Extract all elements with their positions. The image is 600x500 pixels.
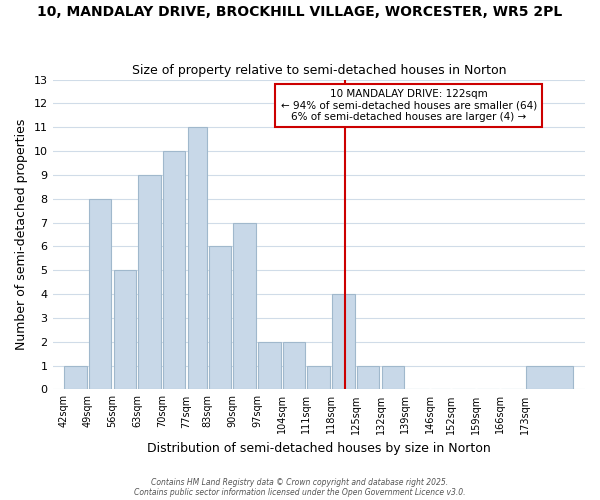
Bar	[357, 366, 379, 390]
Bar	[233, 222, 256, 390]
Bar	[188, 127, 206, 390]
Bar	[382, 366, 404, 390]
Bar	[283, 342, 305, 390]
Bar	[138, 175, 161, 390]
Bar	[332, 294, 355, 390]
Bar	[209, 246, 232, 390]
X-axis label: Distribution of semi-detached houses by size in Norton: Distribution of semi-detached houses by …	[147, 442, 491, 455]
Text: 10, MANDALAY DRIVE, BROCKHILL VILLAGE, WORCESTER, WR5 2PL: 10, MANDALAY DRIVE, BROCKHILL VILLAGE, W…	[37, 5, 563, 19]
Bar	[307, 366, 330, 390]
Text: Contains HM Land Registry data © Crown copyright and database right 2025.
Contai: Contains HM Land Registry data © Crown c…	[134, 478, 466, 497]
Text: 10 MANDALAY DRIVE: 122sqm
← 94% of semi-detached houses are smaller (64)
6% of s: 10 MANDALAY DRIVE: 122sqm ← 94% of semi-…	[281, 89, 537, 122]
Bar	[163, 151, 185, 390]
Bar	[64, 366, 87, 390]
Y-axis label: Number of semi-detached properties: Number of semi-detached properties	[15, 119, 28, 350]
Bar	[113, 270, 136, 390]
Bar	[258, 342, 281, 390]
Bar	[526, 366, 574, 390]
Bar	[89, 198, 112, 390]
Title: Size of property relative to semi-detached houses in Norton: Size of property relative to semi-detach…	[131, 64, 506, 77]
